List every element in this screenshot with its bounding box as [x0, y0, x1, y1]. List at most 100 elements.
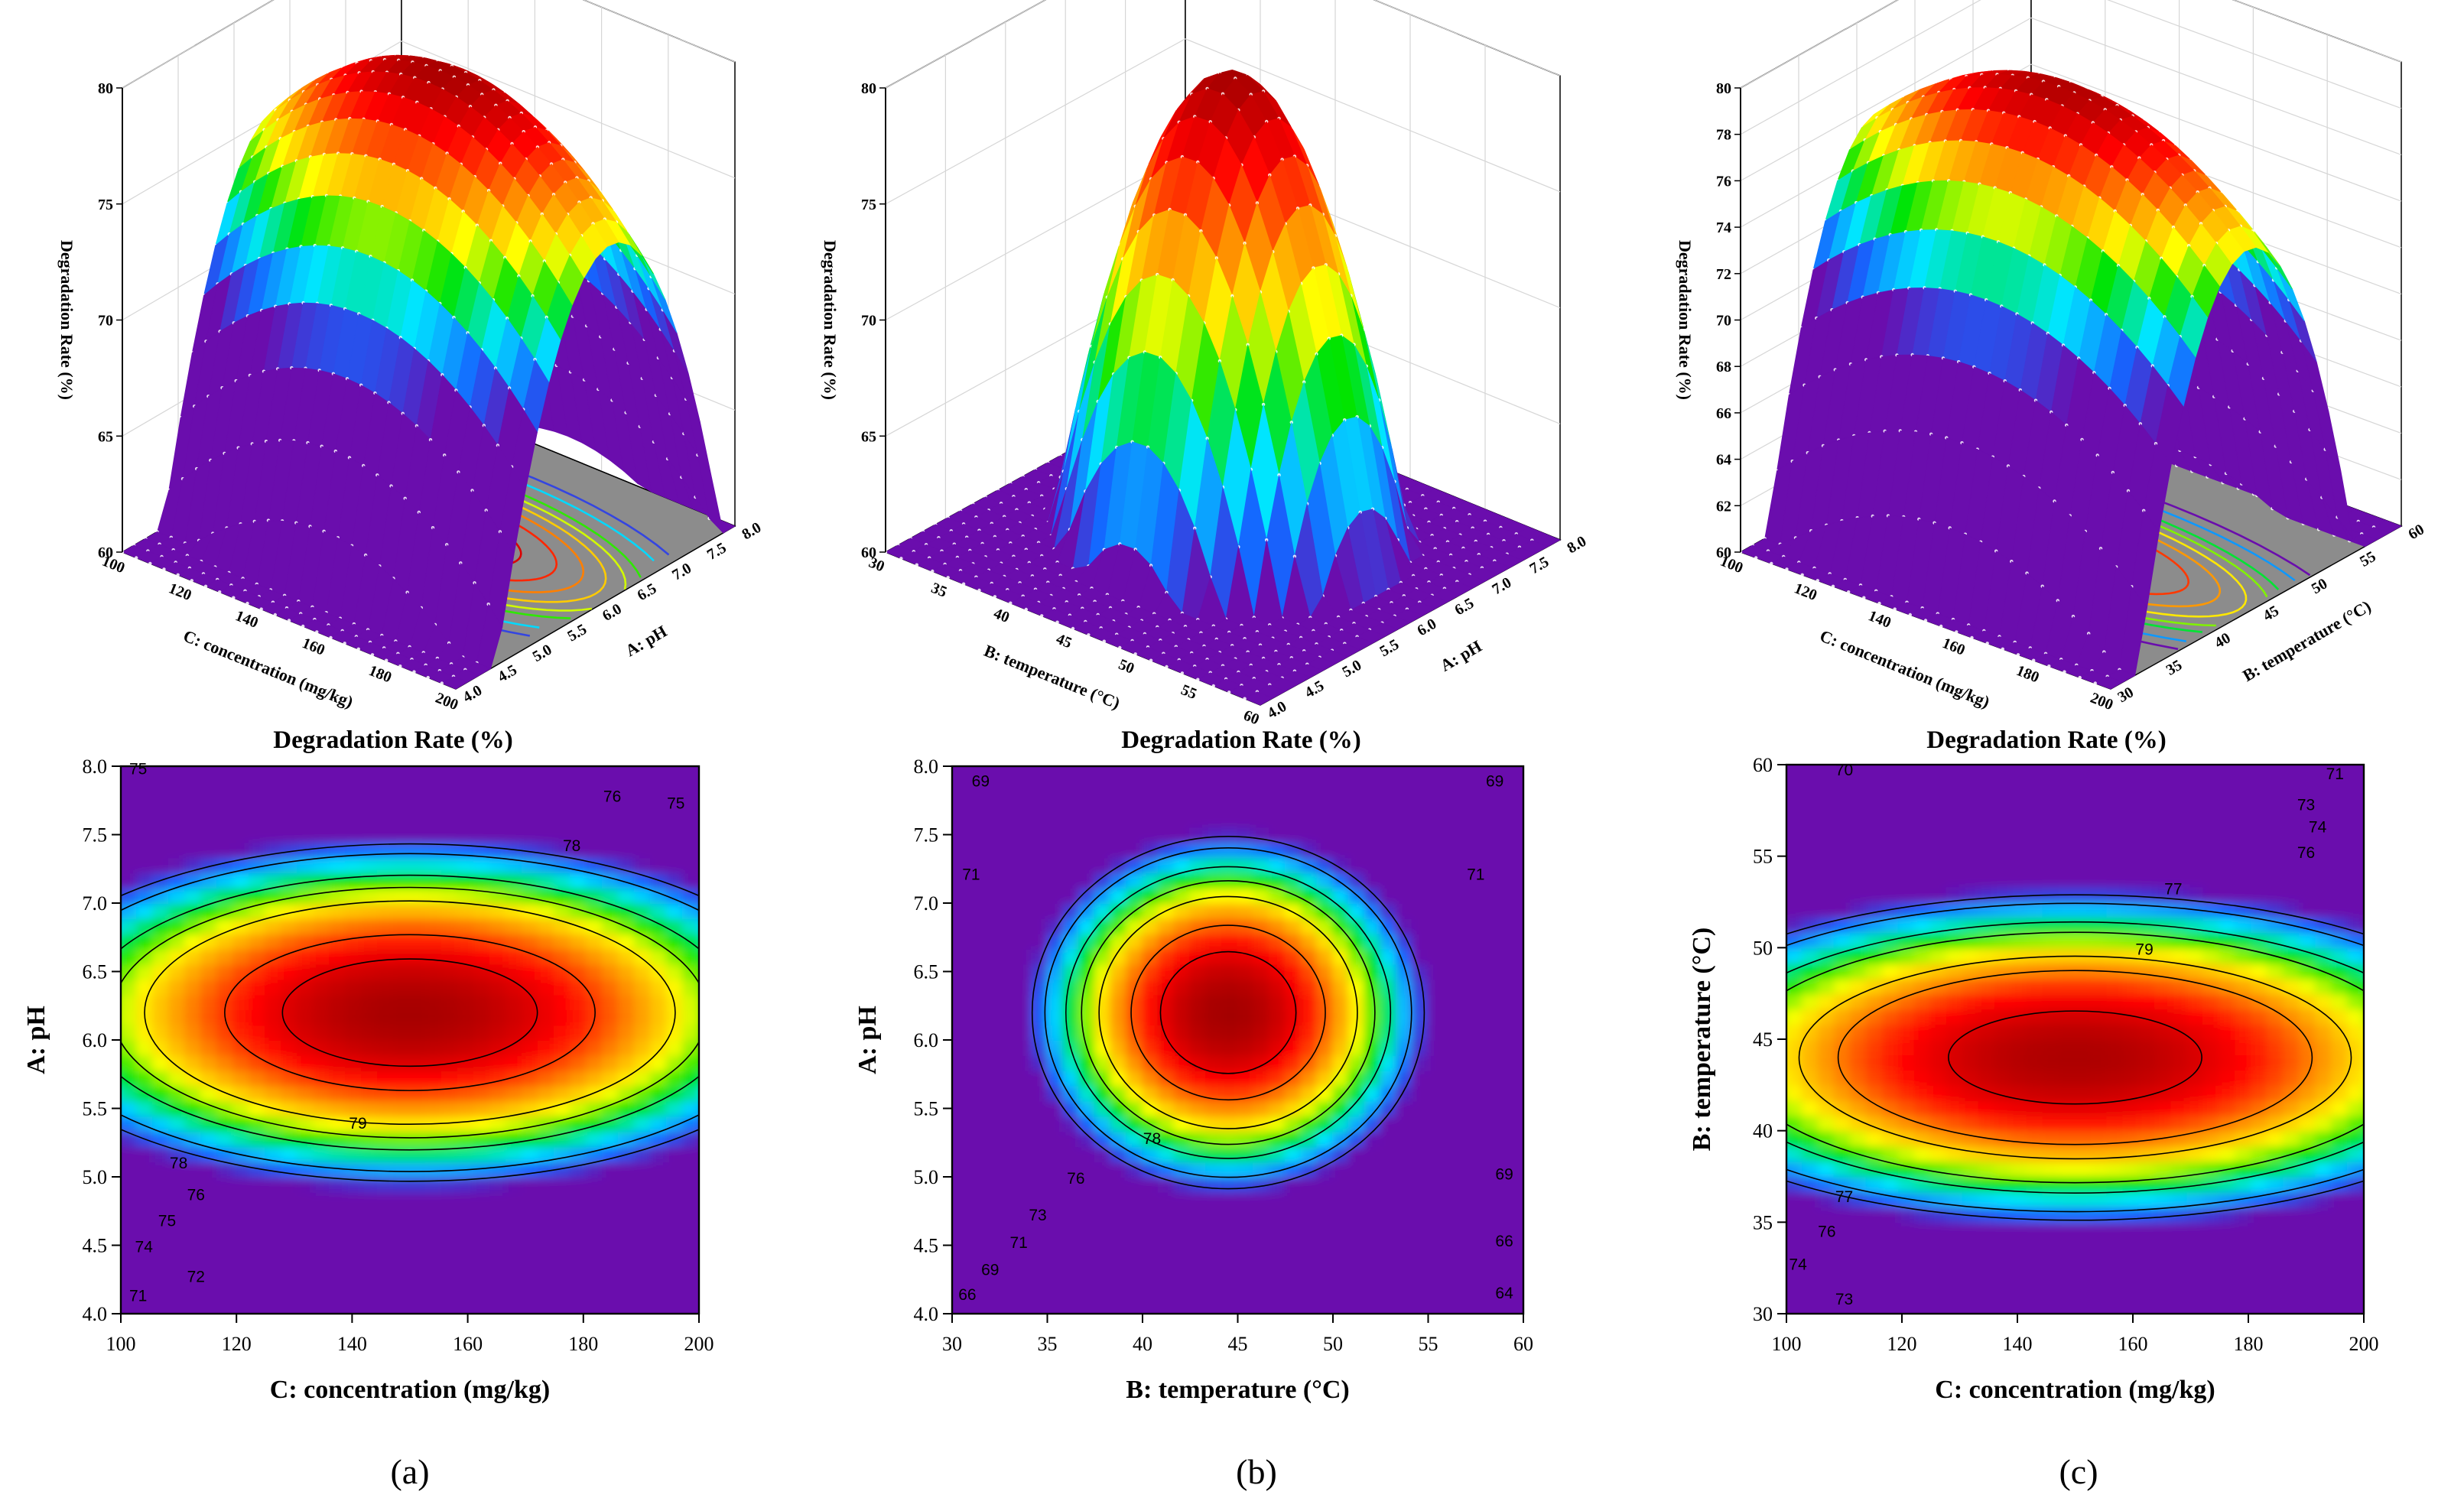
heatmap-cell: [457, 947, 475, 965]
heatmap-cell: [200, 1115, 218, 1132]
heatmap-cell: [650, 1252, 668, 1269]
heatmap-cell: [602, 1236, 619, 1254]
heatmap-cell: [586, 993, 603, 1011]
surface-dot: [2063, 670, 2066, 674]
heatmap-cell: [265, 1252, 282, 1269]
heatmap-cell: [441, 917, 459, 934]
heatmap-cell: [457, 1069, 475, 1087]
y-tick-label: 6.0: [600, 600, 625, 625]
heatmap-cell: [618, 1267, 636, 1285]
heatmap-cell: [249, 826, 266, 843]
heatmap-cell: [522, 1145, 539, 1163]
heatmap-cell: [409, 1206, 427, 1223]
heatmap-cell: [136, 1236, 154, 1254]
heatmap-cell: [586, 1298, 603, 1314]
heatmap-cell: [393, 872, 411, 889]
heatmap-cell: [297, 1191, 314, 1208]
heatmap-cell: [377, 872, 395, 889]
heatmap-cell: [184, 1236, 202, 1254]
heatmap-cell: [441, 932, 459, 950]
surface-dot: [1847, 590, 1851, 594]
heatmap-cell: [265, 1191, 282, 1208]
heatmap-cell: [136, 1024, 154, 1041]
heatmap-cell: [570, 766, 587, 782]
heatmap-cell: [168, 1206, 186, 1223]
heatmap-cell: [329, 856, 346, 874]
heatmap-cell: [297, 978, 314, 996]
heatmap-cell: [249, 766, 266, 782]
heatmap-cell: [634, 1282, 652, 1300]
heatmap-cell: [522, 1298, 539, 1314]
heatmap-cell: [425, 993, 443, 1011]
heatmap-cell: [297, 1221, 314, 1239]
heatmap-cell: [393, 1267, 411, 1285]
surface-dot: [273, 613, 277, 617]
heatmap-cell: [345, 1145, 362, 1163]
heatmap-cell: [618, 735, 636, 752]
heatmap-cell: [184, 1024, 202, 1041]
heatmap-cell: [393, 811, 411, 828]
heatmap-cell: [297, 1252, 314, 1269]
surface-dot: [412, 670, 416, 674]
heatmap-cell: [265, 917, 282, 934]
heatmap-cell: [522, 826, 539, 843]
heatmap-cell: [650, 1145, 668, 1163]
heatmap-cell: [121, 780, 122, 798]
heatmap-cell: [457, 932, 475, 950]
heatmap-cell: [184, 1191, 202, 1208]
heatmap-cell: [554, 811, 571, 828]
heatmap-cell: [473, 1100, 491, 1117]
heatmap-cell: [232, 1252, 250, 1269]
heatmap-cell: [136, 1206, 154, 1223]
heatmap-cell: [216, 1054, 234, 1071]
heatmap-cell: [297, 947, 314, 965]
heatmap-cell: [216, 1115, 234, 1132]
heatmap-cell: [522, 1282, 539, 1300]
heatmap-cell: [281, 1054, 298, 1071]
heatmap-cell: [522, 841, 539, 859]
surface-dot: [1862, 596, 1866, 600]
heatmap-cell: [570, 947, 587, 965]
heatmap-cell: [329, 1252, 346, 1269]
heatmap-cell: [602, 1130, 619, 1148]
heatmap-cell: [168, 826, 186, 843]
heatmap-cell: [538, 1161, 555, 1178]
heatmap-cell: [232, 1313, 250, 1314]
heatmap-cell: [168, 766, 186, 782]
heatmap-cell: [281, 1313, 298, 1314]
heatmap-cell: [393, 1328, 411, 1345]
heatmap-cell: [489, 856, 507, 874]
heatmap-cell: [473, 1009, 491, 1026]
surface-dot: [232, 596, 236, 600]
chart-title: Degradation Rate (%): [273, 726, 512, 754]
heatmap-cell: [377, 1069, 395, 1087]
heatmap-cell: [345, 1267, 362, 1285]
heatmap-cell: [216, 1206, 234, 1223]
heatmap-cell: [345, 978, 362, 996]
heatmap-cell: [329, 917, 346, 934]
heatmap-cell: [281, 1191, 298, 1208]
heatmap-cell: [489, 780, 507, 798]
y-tick-label: 55: [2357, 548, 2378, 570]
y-tick-label: 6.0: [1415, 616, 1440, 640]
heatmap-cell: [505, 826, 523, 843]
heatmap-cell: [570, 978, 587, 996]
heatmap-cell: [297, 1313, 314, 1314]
heatmap-cell: [505, 1176, 523, 1193]
heatmap-cell: [586, 1176, 603, 1193]
heatmap-cell: [121, 1069, 122, 1087]
heatmap-cell: [200, 1221, 218, 1239]
heatmap-cell: [200, 1130, 218, 1148]
heatmap-cell: [184, 766, 202, 782]
heatmap-cell: [281, 1009, 298, 1026]
heatmap-cell: [200, 963, 218, 980]
heatmap-cell: [216, 1313, 234, 1314]
heatmap-cell: [489, 947, 507, 965]
x-tick-label: 180: [366, 662, 394, 687]
heatmap-cell: [216, 1221, 234, 1239]
heatmap-cell: [634, 1009, 652, 1026]
heatmap-cell: [522, 766, 539, 782]
heatmap-cell: [538, 917, 555, 934]
heatmap-cell: [538, 1328, 555, 1345]
heatmap-cell: [522, 1267, 539, 1285]
